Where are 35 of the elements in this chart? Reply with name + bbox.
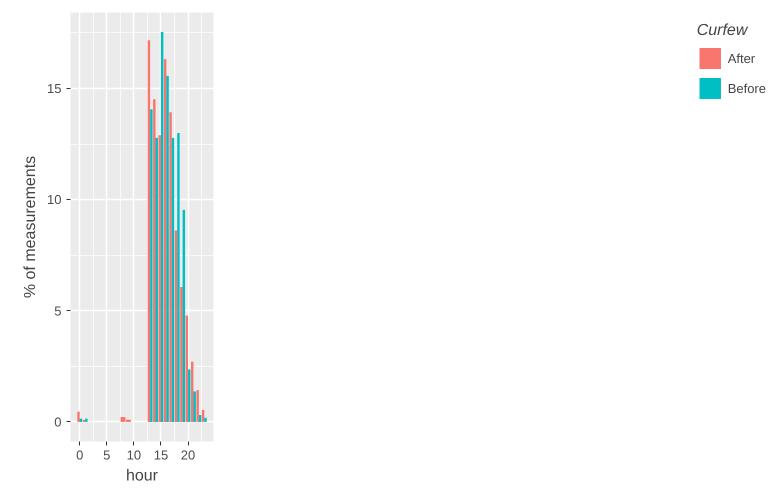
x-tick-label: 20 bbox=[180, 448, 196, 462]
y-axis-title: % of measurements bbox=[22, 156, 40, 298]
bar bbox=[182, 210, 186, 422]
x-tick-label: 5 bbox=[103, 448, 110, 462]
x-tick-label: 15 bbox=[154, 448, 168, 462]
bar bbox=[166, 76, 169, 422]
bar bbox=[202, 410, 204, 422]
bar bbox=[186, 315, 188, 422]
bar bbox=[158, 135, 161, 422]
legend-label: After bbox=[728, 50, 756, 66]
x-tick-label: 10 bbox=[126, 448, 142, 462]
y-tick-label: 5 bbox=[54, 303, 62, 318]
bar bbox=[160, 32, 164, 422]
legend-label: Before bbox=[728, 80, 766, 96]
bar bbox=[169, 112, 172, 422]
bar bbox=[188, 369, 190, 422]
x-axis-title: hour bbox=[126, 468, 159, 484]
bar bbox=[177, 132, 180, 422]
bar bbox=[153, 99, 156, 422]
y-tick-label: 10 bbox=[47, 192, 62, 208]
bar bbox=[164, 59, 166, 422]
bar bbox=[180, 287, 183, 422]
bar bbox=[191, 362, 194, 422]
legend-title: Curfew bbox=[696, 22, 750, 40]
bar bbox=[80, 418, 82, 422]
y-tick-label: 15 bbox=[47, 81, 62, 96]
bar bbox=[193, 391, 196, 422]
bar bbox=[148, 40, 150, 422]
bar bbox=[150, 109, 153, 422]
y-tick-label: 0 bbox=[54, 414, 62, 430]
x-tick-label: 0 bbox=[76, 448, 84, 462]
bar bbox=[85, 418, 88, 422]
bar bbox=[156, 138, 158, 422]
bar bbox=[196, 390, 199, 422]
bar bbox=[198, 415, 202, 422]
